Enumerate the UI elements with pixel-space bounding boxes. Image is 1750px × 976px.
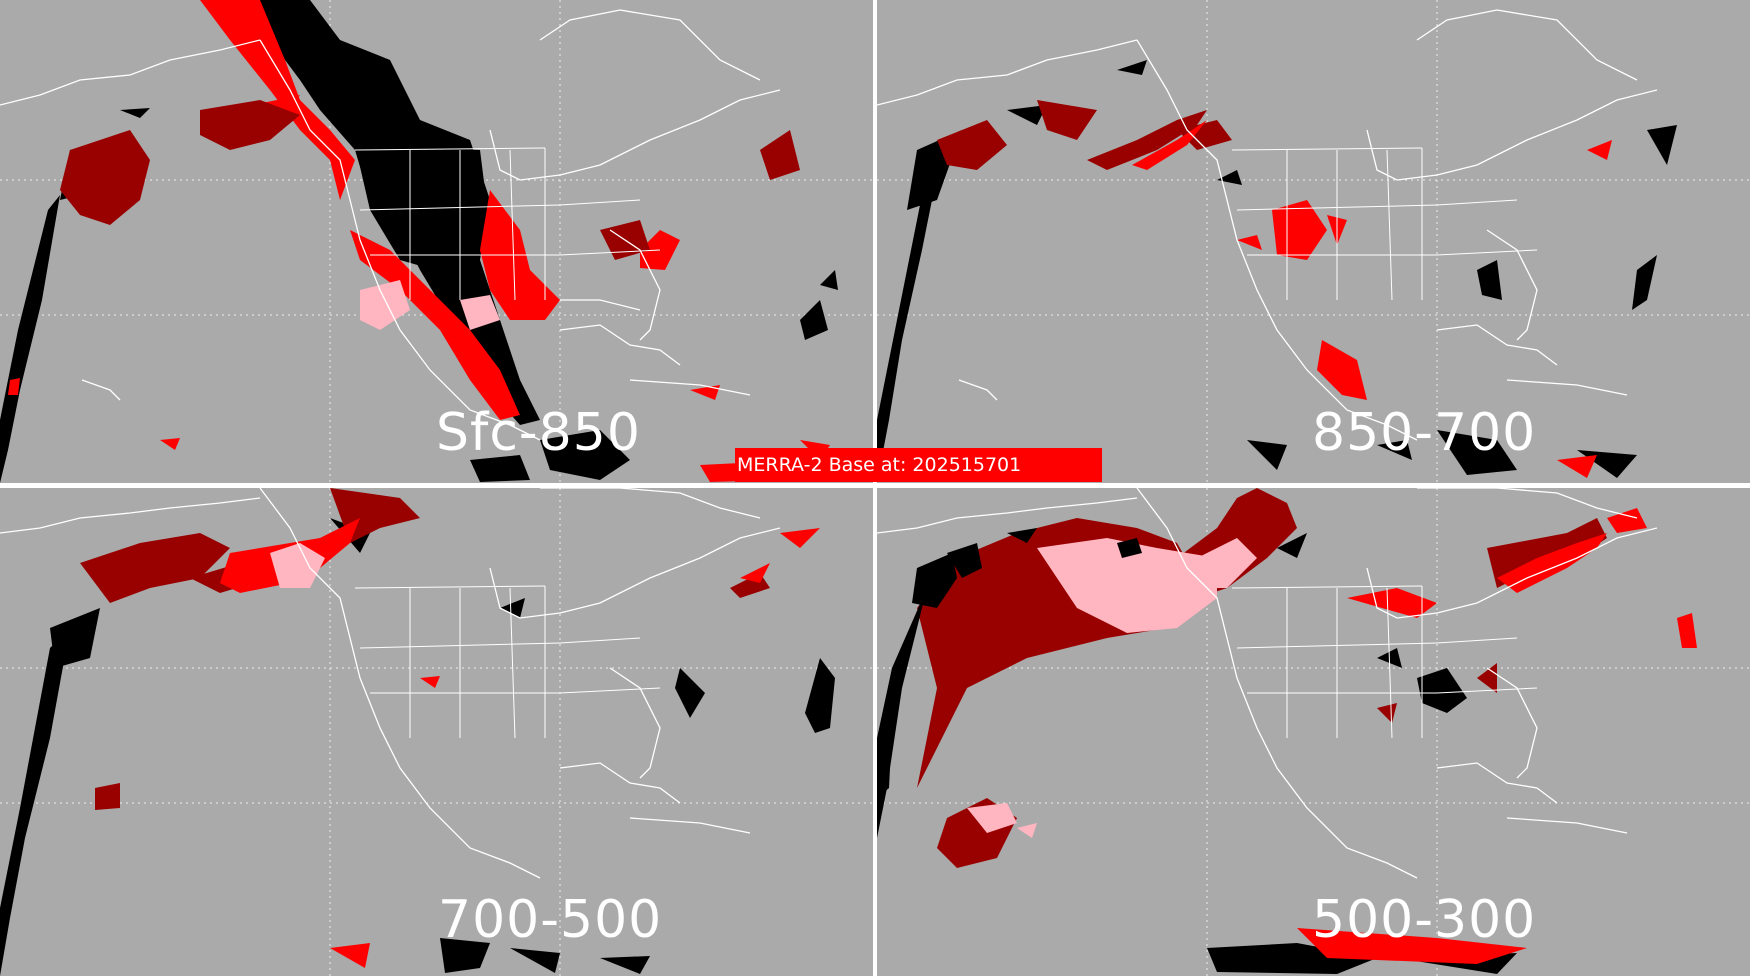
panel-label-700-500: 700-500 [438, 890, 663, 950]
coastline-lines [877, 9, 1658, 441]
red-regions [1297, 508, 1697, 964]
coastline-lines [877, 488, 1658, 879]
state-borders [1231, 147, 1538, 301]
pink-regions [360, 280, 500, 330]
black-regions [0, 0, 838, 483]
map-sfc-850 [0, 0, 873, 483]
state-borders [354, 585, 661, 739]
map-850-700 [877, 0, 1750, 483]
pink-regions [967, 538, 1257, 838]
panel-700-500: 700-500 [0, 488, 873, 976]
state-borders [1231, 585, 1538, 739]
map-700-500 [0, 488, 873, 976]
coastline-lines [0, 9, 781, 441]
panel-sfc-850: Sfc-850 [0, 0, 873, 483]
darkred-regions [917, 488, 1607, 868]
state-borders [354, 147, 661, 301]
panel-label-sfc-850: Sfc-850 [436, 403, 641, 463]
darkred-regions [937, 100, 1232, 170]
merra-base-banner: MERRA-2 Base at: 202515701 [735, 448, 1102, 482]
darkred-regions [80, 488, 770, 810]
coastline-lines [0, 488, 781, 879]
pink-regions [270, 543, 325, 588]
panel-500-300: 500-300 [877, 488, 1750, 976]
black-regions [877, 60, 1677, 483]
panel-label-500-300: 500-300 [1312, 890, 1537, 950]
map-500-300 [877, 488, 1750, 976]
panel-label-850-700: 850-700 [1312, 403, 1537, 463]
red-regions [1132, 120, 1612, 478]
panel-850-700: 850-700 [877, 0, 1750, 483]
